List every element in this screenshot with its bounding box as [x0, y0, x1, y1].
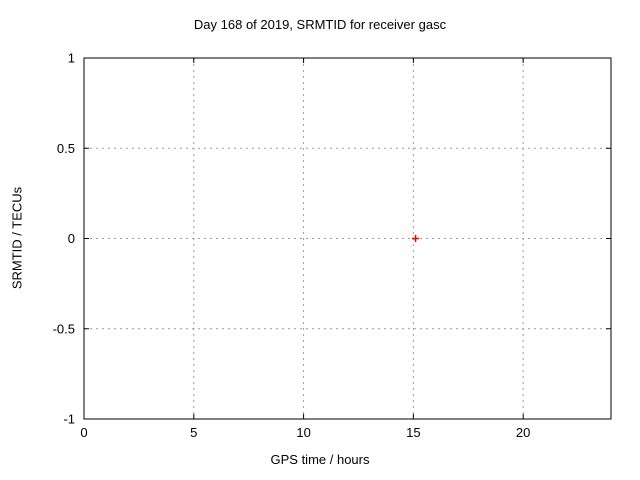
x-tick-label: 5 — [190, 425, 197, 440]
x-tick-label: 0 — [80, 425, 87, 440]
x-tick-label: 15 — [406, 425, 420, 440]
chart-title: Day 168 of 2019, SRMTID for receiver gas… — [193, 17, 447, 32]
y-tick-label: 0.5 — [57, 141, 75, 156]
y-tick-label: 0 — [68, 231, 75, 246]
x-tick-label: 10 — [296, 425, 310, 440]
y-axis-label-text: SRMTID / TECUs — [9, 186, 25, 290]
y-tick-label: 1 — [68, 51, 75, 66]
x-tick-label: 20 — [516, 425, 530, 440]
x-axis-label: GPS time / hours — [270, 452, 370, 467]
y-tick-label: -1 — [63, 412, 75, 427]
y-tick-label: -0.5 — [53, 321, 75, 336]
